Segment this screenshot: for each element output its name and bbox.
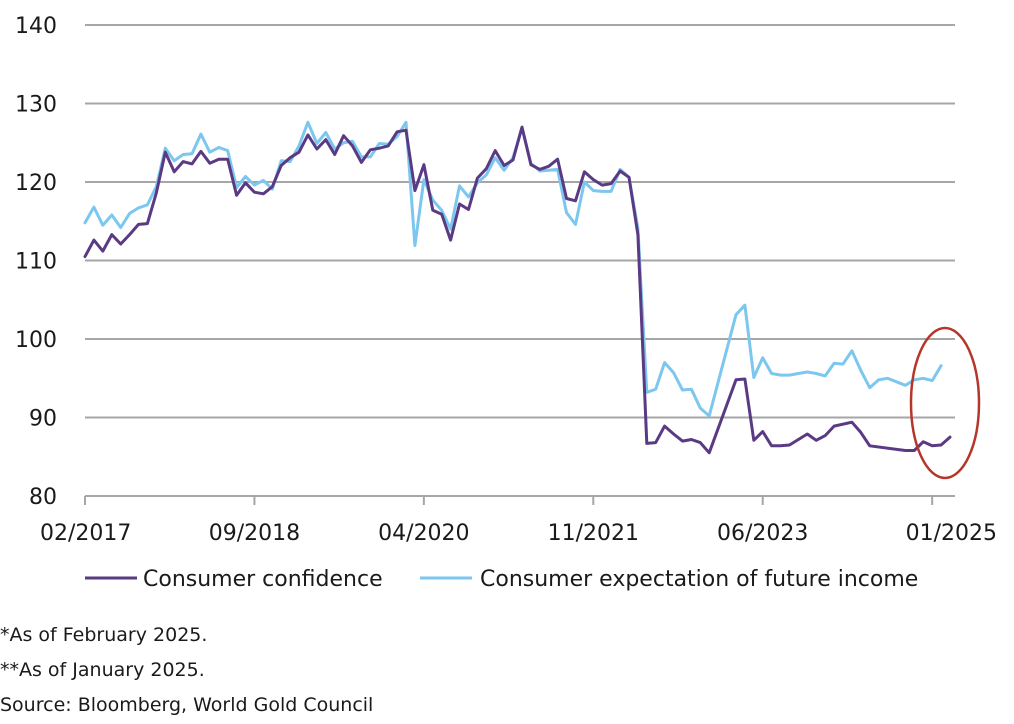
highlight-ellipse	[909, 326, 981, 480]
y-tick-label-90: 90	[29, 407, 57, 432]
y-axis-tick-labels: 80 90 100 110 120 130 140	[15, 14, 57, 510]
legend-label-0: Consumer confidence	[143, 567, 383, 592]
x-axis-ticks: 02/2017 09/2018 04/2020 11/2021 06/2023 01/20…	[40, 496, 997, 546]
footnotes: *As of February 2025. **As of January 20…	[0, 618, 1014, 723]
y-tick-label-140: 140	[15, 14, 57, 39]
y-tick-label-130: 130	[15, 93, 57, 118]
y-tick-label-120: 120	[15, 171, 57, 196]
series-line-0	[83, 125, 952, 455]
gridlines	[85, 24, 955, 419]
x-tick-label-0: 02/2017	[40, 521, 131, 546]
y-tick-label-80: 80	[29, 485, 57, 510]
x-tick-label-4: 06/2023	[717, 521, 808, 546]
legend: Consumer confidence Consumer expectation …	[85, 567, 918, 592]
footnote-2: **As of January 2025.	[0, 659, 205, 681]
y-tick-label-110: 110	[15, 250, 57, 275]
y-tick-label-100: 100	[15, 328, 57, 353]
legend-label-1: Consumer expectation of future income	[480, 567, 918, 592]
chart: 80 90 100 110 120 130 140 02/2017 09/2018 04/202…	[15, 14, 997, 592]
x-tick-label-2: 04/2020	[378, 521, 469, 546]
source-note: Source: Bloomberg, World Gold Council	[0, 694, 374, 716]
footnote-1: *As of February 2025.	[0, 624, 208, 646]
x-tick-label-3: 11/2021	[548, 521, 639, 546]
series-lines	[83, 120, 952, 455]
series-line-1	[83, 120, 943, 418]
x-tick-label-5: 01/2025	[906, 521, 997, 546]
x-tick-label-1: 09/2018	[209, 521, 300, 546]
